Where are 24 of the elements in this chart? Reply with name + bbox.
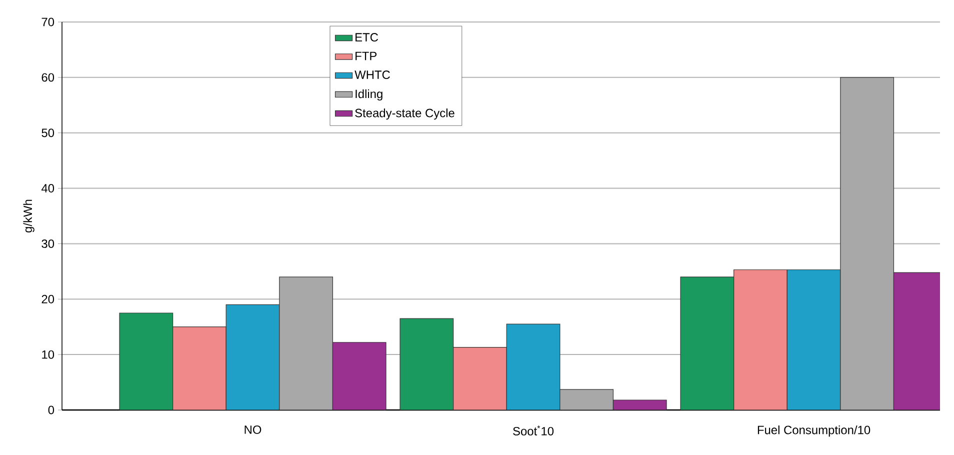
bar xyxy=(506,324,560,410)
legend-label: ETC xyxy=(356,33,378,42)
bar xyxy=(119,312,174,410)
x-tick-label: Fuel Consumption/10 xyxy=(758,425,870,437)
x-tick-label: NO xyxy=(244,425,262,434)
bar xyxy=(226,304,280,410)
legend-label: Idling xyxy=(356,89,382,100)
bar xyxy=(680,276,734,410)
y-tick-label: 30 xyxy=(42,239,54,248)
legend-label: FTP xyxy=(356,52,377,60)
y-axis-title: g/kWh xyxy=(23,200,34,232)
legend-label: WHTC xyxy=(354,70,390,79)
y-tick-label: 40 xyxy=(41,184,54,192)
bar xyxy=(400,318,454,410)
y-tick-label: 0 xyxy=(48,406,54,414)
bar xyxy=(560,389,614,410)
y-tick-label: 20 xyxy=(42,294,54,304)
y-tick-label: 10 xyxy=(42,350,54,359)
x-tick-label: Soot$^{*}$10 xyxy=(513,425,554,436)
legend-label: Steady-state Cycle xyxy=(355,108,454,120)
y-tick-label: 70 xyxy=(42,18,54,26)
y-tick-label: 50 xyxy=(42,128,54,138)
y-tick-label: 60 xyxy=(42,73,54,82)
bar xyxy=(786,269,841,410)
